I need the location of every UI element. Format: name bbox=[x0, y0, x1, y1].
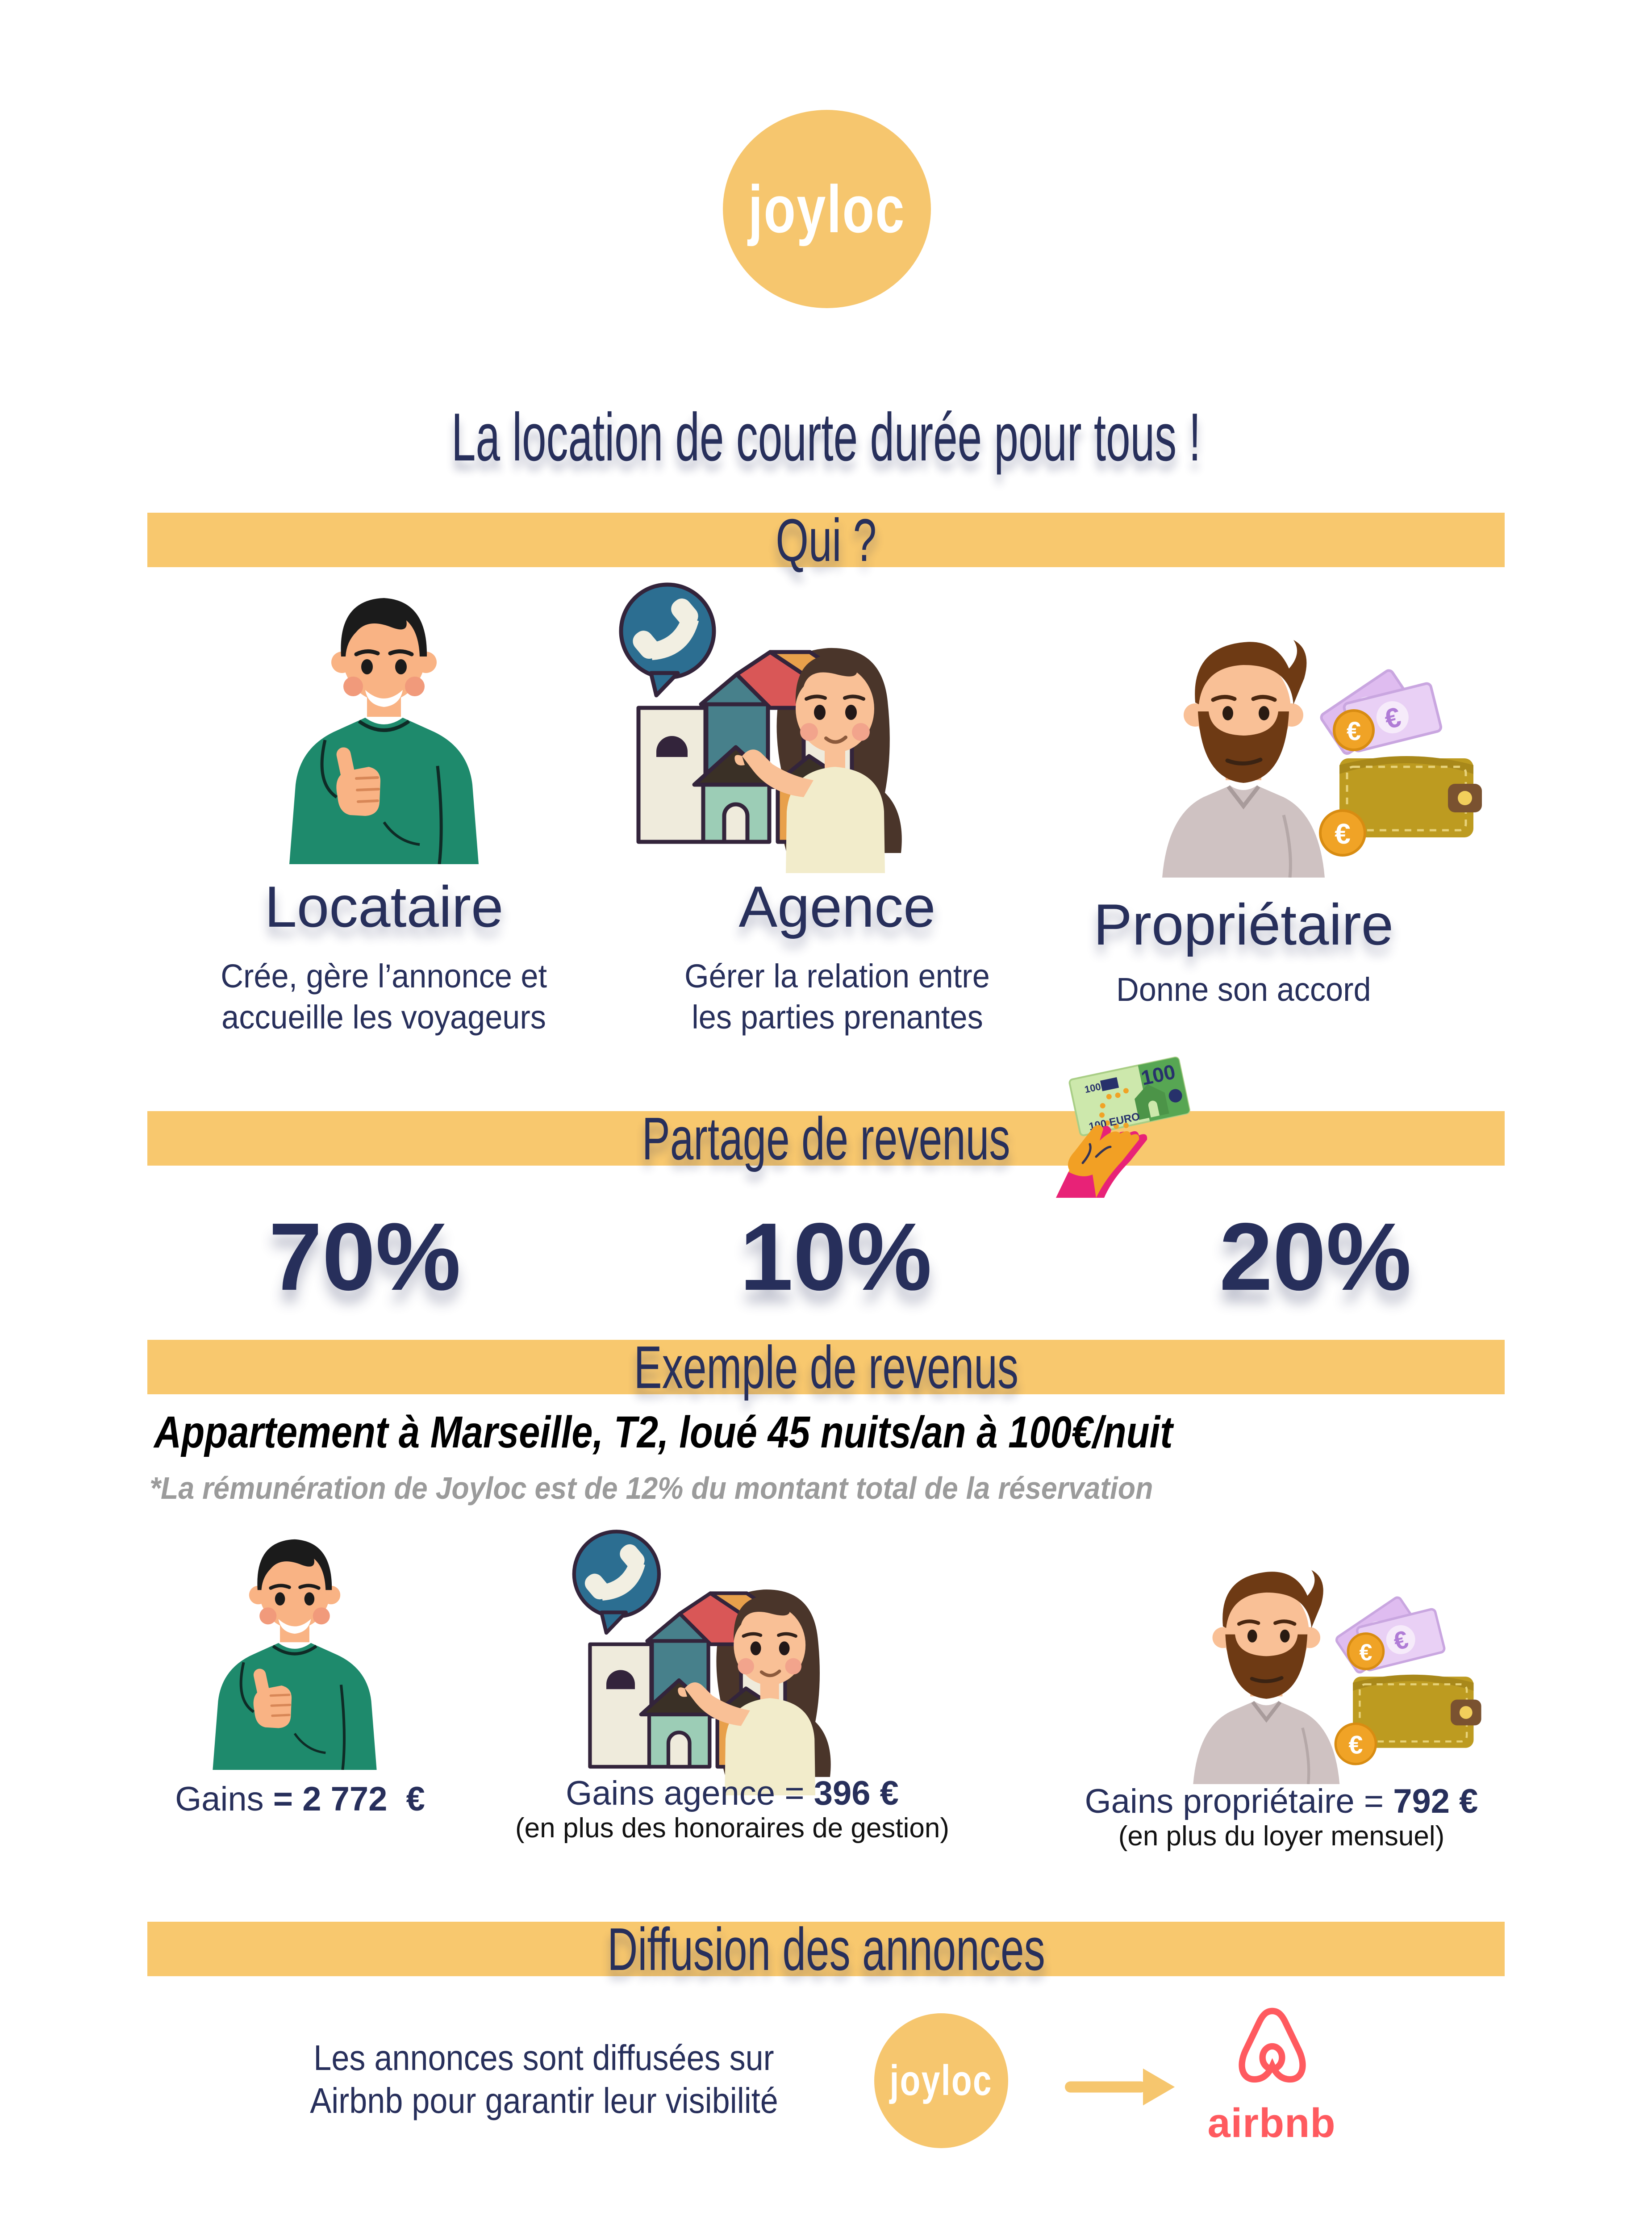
gains-proprietaire-note: (en plus du loyer mensuel) bbox=[1118, 1821, 1445, 1852]
diffusion-text: Les annonces sont diffusées sur Airbnb p… bbox=[309, 2038, 778, 2120]
joyloc-logo-small-text: joyloc bbox=[889, 2057, 993, 2104]
example-footnote: *La rémunération de Joyloc est de 12% du… bbox=[150, 1471, 1153, 1505]
role-desc-locataire: Crée, gère l’annonce et accueille les vo… bbox=[221, 958, 547, 1036]
joyloc-logo-text: joyloc bbox=[748, 171, 906, 247]
banner-exemple-label: Exemple de revenus bbox=[634, 1333, 1018, 1401]
section-banner-diffusion: Diffusion des annonces bbox=[147, 1915, 1505, 1983]
banner-diffusion-label: Diffusion des annonces bbox=[607, 1915, 1045, 1983]
joyloc-logo-small: joyloc bbox=[874, 2013, 1008, 2148]
section-banner-exemple: Exemple de revenus bbox=[147, 1334, 1505, 1401]
gains-agence-note: (en plus des honoraires de gestion) bbox=[515, 1813, 949, 1844]
locataire-illustration bbox=[250, 574, 518, 864]
section-banner-partage: Partage de revenus bbox=[147, 1105, 1505, 1172]
role-desc-proprietaire: Donne son accord bbox=[1116, 971, 1371, 1008]
agence-illustration-small bbox=[549, 1510, 835, 1795]
example-headline: Appartement à Marseille, T2, loué 45 nui… bbox=[154, 1407, 1173, 1457]
banner-qui-label: Qui ? bbox=[776, 506, 876, 574]
role-title-agence: Agence bbox=[738, 874, 936, 939]
role-title-locataire: Locataire bbox=[264, 874, 504, 939]
role-desc-agence: Gérer la relation entre les parties pren… bbox=[684, 958, 990, 1036]
gains-agence: Gains agence = 396 € bbox=[566, 1774, 899, 1812]
agence-illustration bbox=[594, 560, 906, 873]
role-title-proprietaire: Propriétaire bbox=[1093, 892, 1393, 957]
joyloc-logo: joyloc bbox=[723, 110, 931, 308]
page-title: La location de courte durée pour tous ! bbox=[451, 399, 1201, 475]
proprietaire-illustration-small bbox=[1170, 1518, 1496, 1784]
share-proprietaire: 20% bbox=[1219, 1203, 1412, 1310]
airbnb-icon bbox=[1231, 2002, 1314, 2093]
gains-proprietaire: Gains propriétaire = 792 € bbox=[1085, 1782, 1478, 1820]
gains-locataire: Gains = 2 772 € bbox=[175, 1780, 425, 1818]
locataire-illustration-small bbox=[179, 1518, 411, 1770]
money-hand-icon bbox=[1043, 1050, 1199, 1198]
section-banner-qui: Qui ? bbox=[147, 506, 1505, 574]
banner-partage-label: Partage de revenus bbox=[642, 1104, 1010, 1172]
share-agence: 10% bbox=[739, 1203, 932, 1310]
share-locataire: 70% bbox=[268, 1203, 461, 1310]
airbnb-wordmark: airbnb bbox=[1207, 2100, 1336, 2146]
proprietaire-illustration bbox=[1136, 583, 1498, 878]
